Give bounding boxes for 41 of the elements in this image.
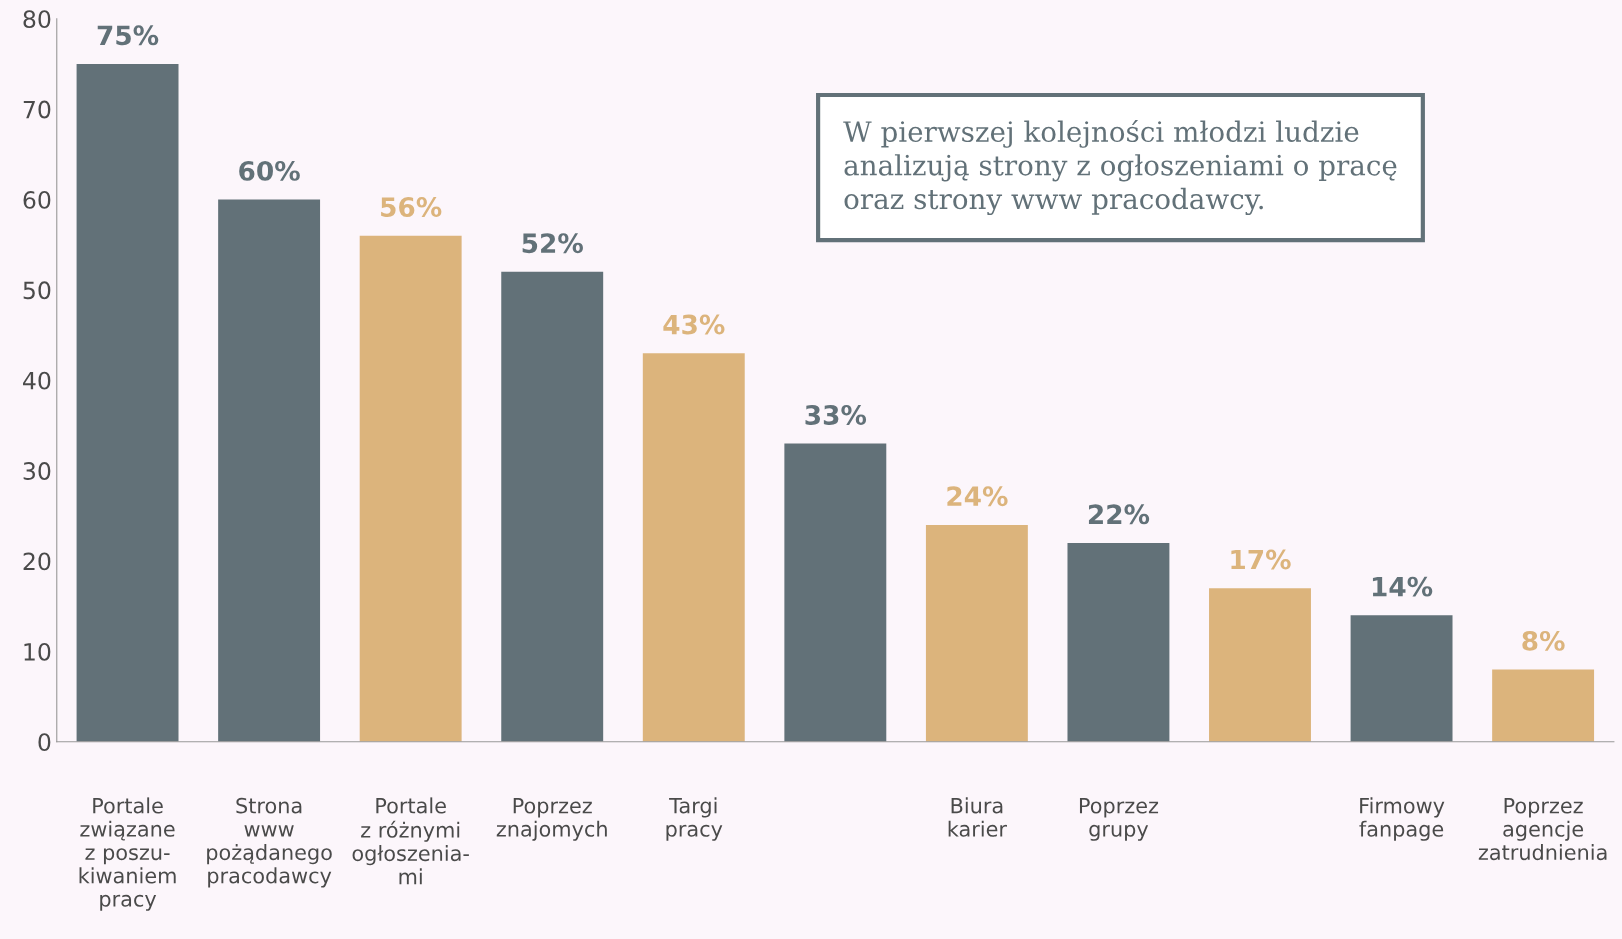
data-label: 52% bbox=[522, 233, 583, 254]
x-tick-label: Firmowy fanpage bbox=[1359, 797, 1445, 841]
y-tick-label: 0 bbox=[38, 733, 51, 752]
x-tick-label: Strona www pożądanego pracodawcy bbox=[207, 797, 332, 888]
data-label: 14% bbox=[1372, 576, 1433, 597]
bar bbox=[76, 63, 179, 742]
bar bbox=[218, 199, 321, 742]
y-tick-label: 20 bbox=[23, 552, 51, 571]
data-label: 60% bbox=[239, 160, 300, 181]
x-tick-label: Poprzez agencje zatrudnienia bbox=[1478, 798, 1607, 861]
annotation: W pierwszej kolejności młodzi ludzie analizują strony z ogłoszeniami o pracę oraz strony www pracodawcy. bbox=[843, 120, 1397, 216]
x-tick-label: Poprzez znajomych bbox=[496, 798, 607, 841]
y-tick-label: 40 bbox=[23, 371, 51, 390]
x-tick-label: Biura karier bbox=[948, 797, 1007, 837]
bar bbox=[1492, 669, 1595, 742]
x-tick-label: Portale z różnymi ogłoszenia- mi bbox=[352, 797, 469, 885]
y-tick-label: 10 bbox=[24, 642, 51, 661]
data-label: 24% bbox=[947, 486, 1008, 507]
data-label: 33% bbox=[805, 404, 867, 425]
bar bbox=[1350, 615, 1453, 742]
bar bbox=[1067, 542, 1170, 742]
y-tick-label: 60 bbox=[23, 190, 51, 209]
data-label: 43% bbox=[663, 314, 725, 335]
x-tick-label: Poprzez grupy bbox=[1079, 798, 1159, 841]
x-tick-label: Targi pracy bbox=[666, 797, 723, 841]
data-label: 56% bbox=[381, 197, 442, 218]
data-label: 17% bbox=[1231, 549, 1291, 570]
data-label: 22% bbox=[1088, 504, 1150, 525]
bar bbox=[1209, 588, 1311, 742]
y-tick-label: 30 bbox=[23, 462, 51, 480]
y-tick-label: 70 bbox=[23, 100, 51, 119]
data-label: 8% bbox=[1522, 630, 1565, 651]
bar bbox=[501, 271, 604, 742]
y-tick-label: 50 bbox=[23, 281, 51, 300]
y-tick-label: 80 bbox=[23, 10, 51, 29]
bar bbox=[784, 443, 887, 742]
x-tick-label: Portale związane z poszu- kiwaniem pracy bbox=[79, 797, 176, 911]
data-label: 75% bbox=[97, 25, 159, 46]
bar bbox=[925, 524, 1028, 742]
bar bbox=[359, 235, 462, 742]
bar bbox=[642, 353, 745, 742]
